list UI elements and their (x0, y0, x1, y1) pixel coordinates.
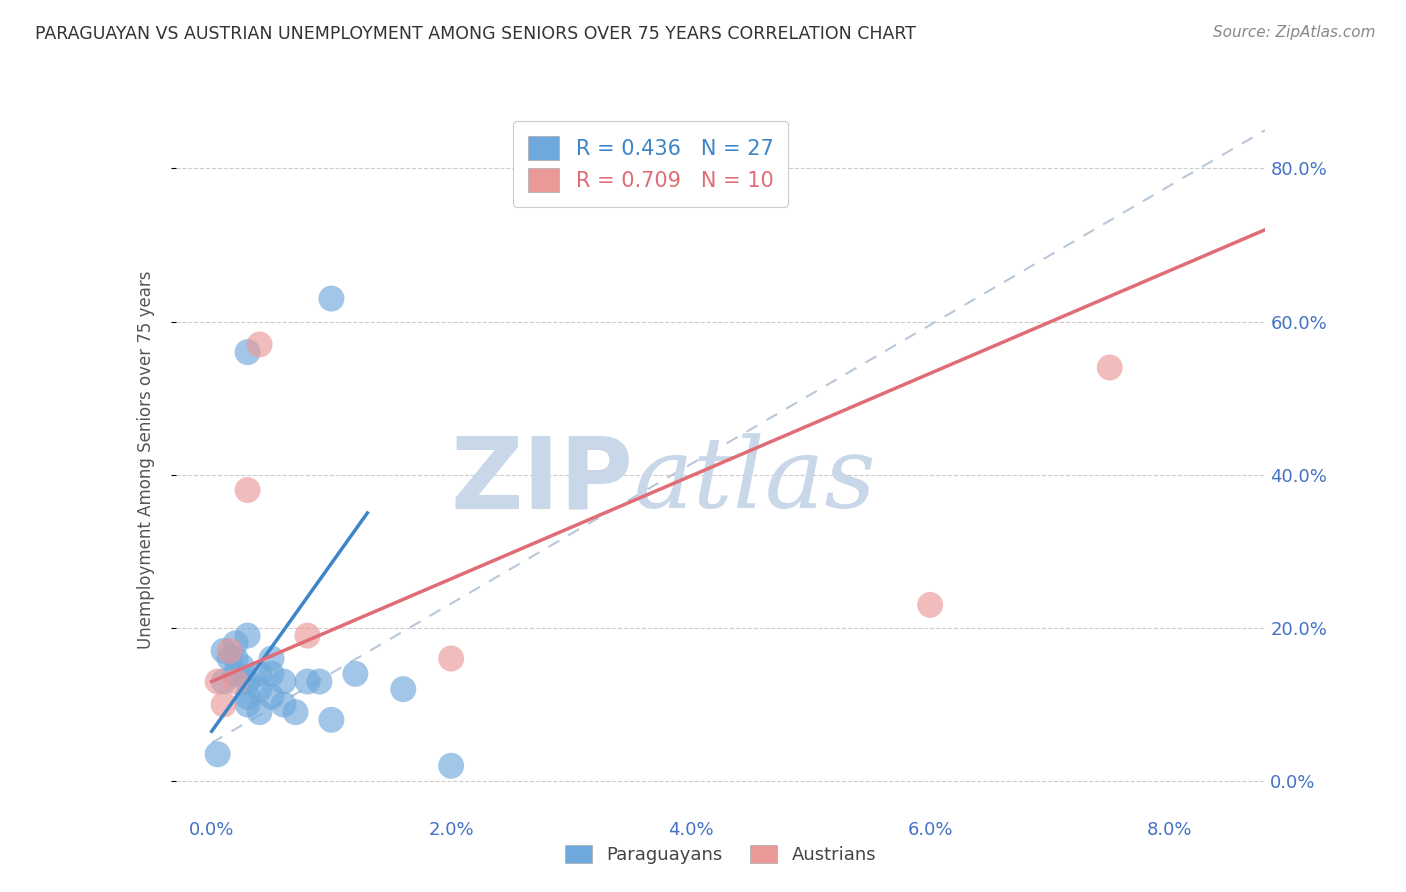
Point (297, 674, 319, 689)
Text: atlas: atlas (633, 433, 876, 528)
Point (308, 674, 330, 689)
Point (260, 651, 283, 665)
Text: Source: ZipAtlas.com: Source: ZipAtlas.com (1212, 25, 1375, 40)
Point (231, 659, 253, 673)
Point (249, 666, 271, 681)
Point (284, 705, 307, 719)
Point (920, 598, 942, 612)
Point (236, 345, 259, 359)
Point (218, 651, 240, 665)
Point (212, 644, 235, 658)
Point (225, 636, 247, 650)
Point (212, 674, 235, 689)
Point (273, 674, 295, 689)
Point (225, 666, 247, 681)
Point (260, 666, 283, 681)
Point (236, 483, 259, 497)
Point (225, 674, 247, 689)
Point (273, 698, 295, 712)
Point (249, 682, 271, 697)
Point (236, 698, 259, 712)
Point (212, 698, 235, 712)
Point (207, 674, 229, 689)
Point (440, 758, 463, 772)
Text: ZIP: ZIP (450, 432, 633, 529)
Y-axis label: Unemployment Among Seniors over 75 years: Unemployment Among Seniors over 75 years (136, 270, 155, 648)
Legend: Paraguayans, Austrians: Paraguayans, Austrians (555, 836, 886, 873)
Point (236, 674, 259, 689)
Point (392, 682, 415, 697)
Point (321, 713, 343, 727)
Point (207, 747, 229, 762)
Point (297, 628, 319, 642)
Point (344, 666, 367, 681)
Point (321, 292, 343, 306)
Point (218, 644, 240, 658)
Point (440, 651, 463, 665)
Text: PARAGUAYAN VS AUSTRIAN UNEMPLOYMENT AMONG SENIORS OVER 75 YEARS CORRELATION CHAR: PARAGUAYAN VS AUSTRIAN UNEMPLOYMENT AMON… (35, 25, 917, 43)
Point (1098, 360, 1121, 375)
Point (236, 628, 259, 642)
Point (260, 690, 283, 704)
Point (249, 337, 271, 351)
Point (236, 690, 259, 704)
Point (225, 651, 247, 665)
Point (249, 705, 271, 719)
